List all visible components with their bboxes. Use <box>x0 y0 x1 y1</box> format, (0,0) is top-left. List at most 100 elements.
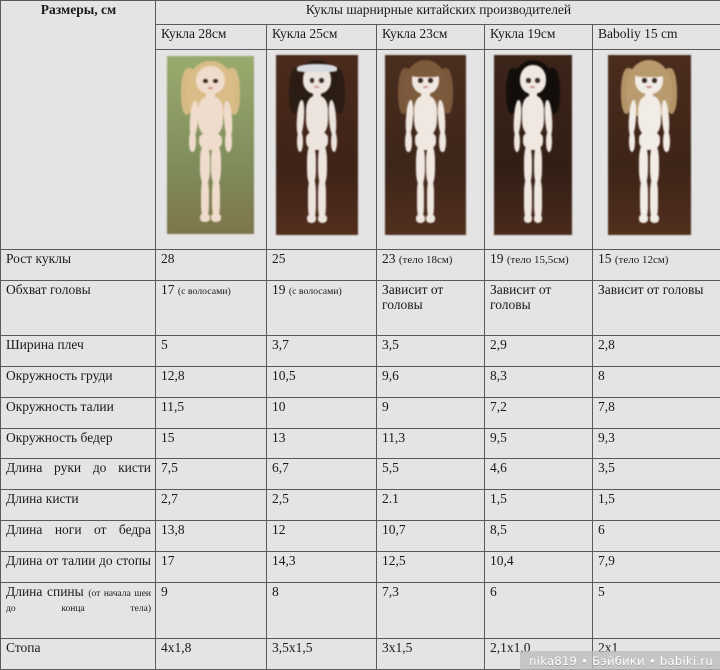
row-label-cell: Окружность бедер <box>0 427 156 460</box>
doll-foot-left <box>639 215 649 224</box>
doll-foot-left <box>200 214 210 223</box>
cell-value: 7,2 <box>490 398 507 414</box>
doll-torso <box>637 96 661 136</box>
cell-value: 6 <box>490 583 497 599</box>
cell-value: 12,5 <box>382 552 406 568</box>
row-label: Обхват головы <box>6 282 91 298</box>
photo-cell-doll-23 <box>376 49 485 250</box>
cell-value: 3,5 <box>598 460 615 476</box>
row-label-cell: Окружность груди <box>0 366 156 398</box>
column-header-label: Кукла 25см <box>272 26 338 41</box>
cell-value: Зависит от головы <box>382 282 444 313</box>
doll-thigh-left <box>523 145 533 185</box>
cell-doll-23-r3: 9,6 <box>376 366 485 398</box>
cell-doll-15-r2: 2,8 <box>592 335 720 368</box>
cell-doll-15-r5: 9,3 <box>592 427 720 460</box>
column-header-doll-28: Кукла 28см <box>155 24 267 50</box>
row-label-cell: Стопа <box>0 638 156 670</box>
doll-neck <box>312 91 322 99</box>
cell-value: 14,3 <box>272 552 296 568</box>
cell-value: 6 <box>598 522 605 538</box>
cell-value: 5,5 <box>382 460 399 476</box>
doll-thigh-right <box>533 145 543 185</box>
cell-value-note: (с волосами) <box>288 286 342 298</box>
cell-doll-19-r0: 19 (тело 15,5см) <box>484 248 593 282</box>
cell-doll-25-r4: 10 <box>266 396 377 429</box>
row-label: Длина от талии до стопы <box>6 552 151 568</box>
doll-foot-right <box>533 215 543 224</box>
corner-size-label-cell: Размеры, см <box>0 0 156 250</box>
cell-doll-15-r0: 15 (тело 12см) <box>592 248 720 282</box>
group-header-text: Куклы шарнирные китайских производителей <box>305 2 572 17</box>
cell-doll-23-r0: 23 (тело 18см) <box>376 248 485 282</box>
cell-doll-25-r3: 10,5 <box>266 366 377 398</box>
column-header-label: Кукла 28см <box>161 26 227 41</box>
cell-value: Зависит от головы <box>598 282 704 298</box>
doll-thigh-right <box>211 145 221 185</box>
row-label-cell: Ширина плеч <box>0 335 156 368</box>
doll-shin-left <box>200 178 210 218</box>
cell-value: 13,8 <box>161 522 185 538</box>
cell-value: 10 <box>272 398 286 414</box>
cell-doll-23-r2: 3,5 <box>376 335 485 368</box>
photo-cell-doll-19 <box>484 49 593 250</box>
cell-value-note: (с волосами) <box>177 286 231 298</box>
cell-doll-23-r8: 10,7 <box>376 520 485 552</box>
cell-doll-23-r5: 11,3 <box>376 427 485 460</box>
cell-doll-19-r4: 7,2 <box>484 396 593 429</box>
column-header-doll-19: Кукла 19см <box>484 24 593 50</box>
watermark: nika819 • Бэйбики • babiki.ru <box>520 651 720 670</box>
cell-value: 7,9 <box>598 552 615 568</box>
doll-foot-right <box>426 215 436 224</box>
table-row: Окружность бедер 15 13 11,3 9,5 9,3 <box>0 427 720 460</box>
cell-value: 9 <box>382 398 389 414</box>
doll-neck <box>206 91 215 99</box>
cell-value: 23 <box>382 251 396 266</box>
column-header-doll-15: Baboliy 15 cm <box>592 24 720 50</box>
doll-shin-left <box>416 179 425 219</box>
cell-value: 1,5 <box>490 491 507 507</box>
cell-doll-28-r3: 12,8 <box>155 366 267 398</box>
doll-forearm-right <box>330 130 338 153</box>
cell-doll-19-r9: 10,4 <box>484 550 593 583</box>
cell-doll-19-r5: 9,5 <box>484 427 593 460</box>
cell-doll-15-r1: Зависит от головы <box>592 280 720 337</box>
doll-neck <box>529 91 537 99</box>
photo-frame <box>608 55 691 235</box>
cell-value-note: (тело 18см) <box>398 254 453 266</box>
cell-doll-19-r7: 1,5 <box>484 489 593 522</box>
cell-doll-23-r7: 2.1 <box>376 489 485 522</box>
photo-cell-doll-15 <box>592 49 720 250</box>
doll-shin-left <box>307 179 316 219</box>
doll-forearm-left <box>628 130 636 153</box>
doll-torso <box>198 96 223 137</box>
cell-value: 10,5 <box>272 368 296 384</box>
cell-value: 19 <box>272 282 286 298</box>
row-label: Рост куклы <box>6 251 72 266</box>
doll-foot-left <box>415 215 425 224</box>
doll-shin-left <box>640 179 648 219</box>
doll-shin-right <box>211 178 221 218</box>
doll-head <box>519 64 547 94</box>
doll-forearm-right <box>546 130 553 153</box>
cell-value: 15 <box>161 429 175 445</box>
row-label: Окружность груди <box>6 368 113 384</box>
table-row: Окружность талии 11,5 10 9 7,2 7,8 <box>0 396 720 429</box>
cell-doll-15-r6: 3,5 <box>592 458 720 491</box>
cell-doll-28-r9: 17 <box>155 550 267 583</box>
row-label: Окружность талии <box>6 398 114 414</box>
cell-doll-23-r9: 12,5 <box>376 550 485 583</box>
cell-value: 3,5x1,5 <box>272 640 313 656</box>
cell-doll-25-r6: 6,7 <box>266 458 377 491</box>
row-label-cell: Длина руки до кисти <box>0 458 156 491</box>
row-label: Длина кисти <box>6 491 79 507</box>
cell-value: 1,5 <box>598 491 615 507</box>
doll-thigh-right <box>426 145 436 185</box>
cell-doll-28-r6: 7,5 <box>155 458 267 491</box>
doll-figure <box>276 55 358 235</box>
cell-doll-15-r3: 8 <box>592 366 720 398</box>
cell-value: 7,3 <box>382 583 399 599</box>
cell-doll-28-r5: 15 <box>155 427 267 460</box>
cell-value: 11,3 <box>382 429 406 445</box>
